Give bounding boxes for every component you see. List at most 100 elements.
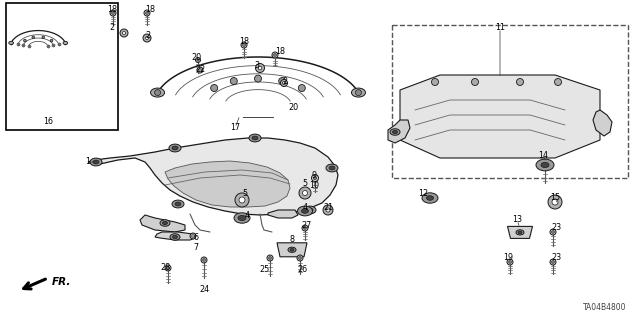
Ellipse shape: [9, 41, 13, 44]
Circle shape: [197, 67, 203, 73]
Circle shape: [516, 78, 524, 85]
Text: 5: 5: [303, 179, 308, 188]
Circle shape: [154, 90, 161, 96]
Text: 1: 1: [86, 158, 90, 167]
Circle shape: [24, 39, 26, 42]
Ellipse shape: [288, 247, 296, 252]
Ellipse shape: [175, 202, 181, 206]
Circle shape: [243, 44, 245, 46]
Circle shape: [110, 10, 116, 16]
Text: 11: 11: [495, 24, 505, 33]
Text: 4: 4: [244, 211, 250, 219]
Ellipse shape: [90, 158, 102, 166]
Ellipse shape: [390, 129, 400, 135]
Text: 18: 18: [145, 5, 155, 14]
Circle shape: [298, 85, 305, 92]
Ellipse shape: [172, 200, 184, 208]
Circle shape: [507, 259, 513, 265]
Text: 2: 2: [145, 31, 150, 40]
Ellipse shape: [150, 88, 164, 97]
Circle shape: [272, 52, 278, 58]
Ellipse shape: [298, 206, 312, 216]
Polygon shape: [388, 120, 410, 143]
Circle shape: [280, 79, 287, 86]
Circle shape: [472, 78, 479, 85]
Circle shape: [355, 90, 362, 96]
Ellipse shape: [516, 230, 524, 235]
Ellipse shape: [351, 88, 365, 97]
Text: 5: 5: [243, 189, 248, 197]
Circle shape: [230, 78, 237, 85]
Circle shape: [241, 42, 247, 48]
Circle shape: [190, 233, 196, 239]
Ellipse shape: [290, 249, 294, 251]
Circle shape: [199, 69, 201, 71]
Text: 20: 20: [288, 103, 298, 113]
Circle shape: [42, 36, 45, 39]
Circle shape: [552, 261, 554, 263]
Circle shape: [145, 36, 148, 40]
Circle shape: [111, 12, 115, 14]
Circle shape: [274, 54, 276, 56]
Polygon shape: [508, 226, 532, 238]
Circle shape: [297, 255, 303, 261]
Ellipse shape: [422, 193, 438, 203]
Text: 21: 21: [323, 203, 333, 211]
Circle shape: [278, 78, 285, 85]
Circle shape: [550, 229, 556, 235]
Text: 7: 7: [193, 242, 198, 251]
Circle shape: [255, 75, 262, 82]
Text: 2: 2: [109, 24, 115, 33]
Text: FR.: FR.: [52, 277, 72, 287]
Text: 25: 25: [260, 265, 270, 275]
Ellipse shape: [392, 130, 397, 134]
Ellipse shape: [252, 136, 258, 140]
Circle shape: [303, 227, 307, 229]
Circle shape: [122, 32, 125, 34]
Ellipse shape: [536, 159, 554, 171]
Circle shape: [32, 36, 35, 39]
Circle shape: [302, 225, 308, 231]
Circle shape: [548, 195, 562, 209]
Text: 12: 12: [418, 189, 428, 197]
Ellipse shape: [173, 235, 177, 239]
Ellipse shape: [163, 221, 168, 225]
Circle shape: [51, 39, 53, 42]
Circle shape: [255, 63, 264, 72]
Text: 18: 18: [275, 48, 285, 56]
Circle shape: [303, 190, 307, 196]
Ellipse shape: [160, 220, 170, 226]
Ellipse shape: [170, 234, 180, 240]
Circle shape: [201, 257, 207, 263]
Ellipse shape: [307, 208, 313, 212]
Circle shape: [143, 34, 151, 42]
Circle shape: [299, 257, 301, 259]
Ellipse shape: [238, 215, 246, 221]
Polygon shape: [155, 232, 195, 240]
Text: 17: 17: [230, 123, 240, 132]
Ellipse shape: [234, 213, 250, 223]
Text: 6: 6: [193, 234, 198, 242]
Text: 24: 24: [199, 286, 209, 294]
Ellipse shape: [518, 231, 522, 234]
Circle shape: [239, 197, 245, 203]
Ellipse shape: [63, 41, 68, 44]
Polygon shape: [140, 215, 185, 232]
Bar: [392, 25, 628, 178]
Polygon shape: [400, 75, 600, 158]
Text: 14: 14: [538, 151, 548, 160]
Text: TA04B4800: TA04B4800: [582, 303, 626, 312]
Circle shape: [314, 176, 317, 180]
Circle shape: [258, 66, 262, 70]
Polygon shape: [268, 210, 298, 218]
Circle shape: [550, 259, 556, 265]
Ellipse shape: [93, 160, 99, 164]
Circle shape: [166, 267, 170, 269]
Text: 18: 18: [239, 38, 249, 47]
Circle shape: [431, 78, 438, 85]
Circle shape: [282, 81, 285, 85]
Ellipse shape: [326, 164, 338, 172]
Ellipse shape: [541, 162, 549, 167]
Ellipse shape: [169, 144, 181, 152]
Circle shape: [552, 231, 554, 234]
